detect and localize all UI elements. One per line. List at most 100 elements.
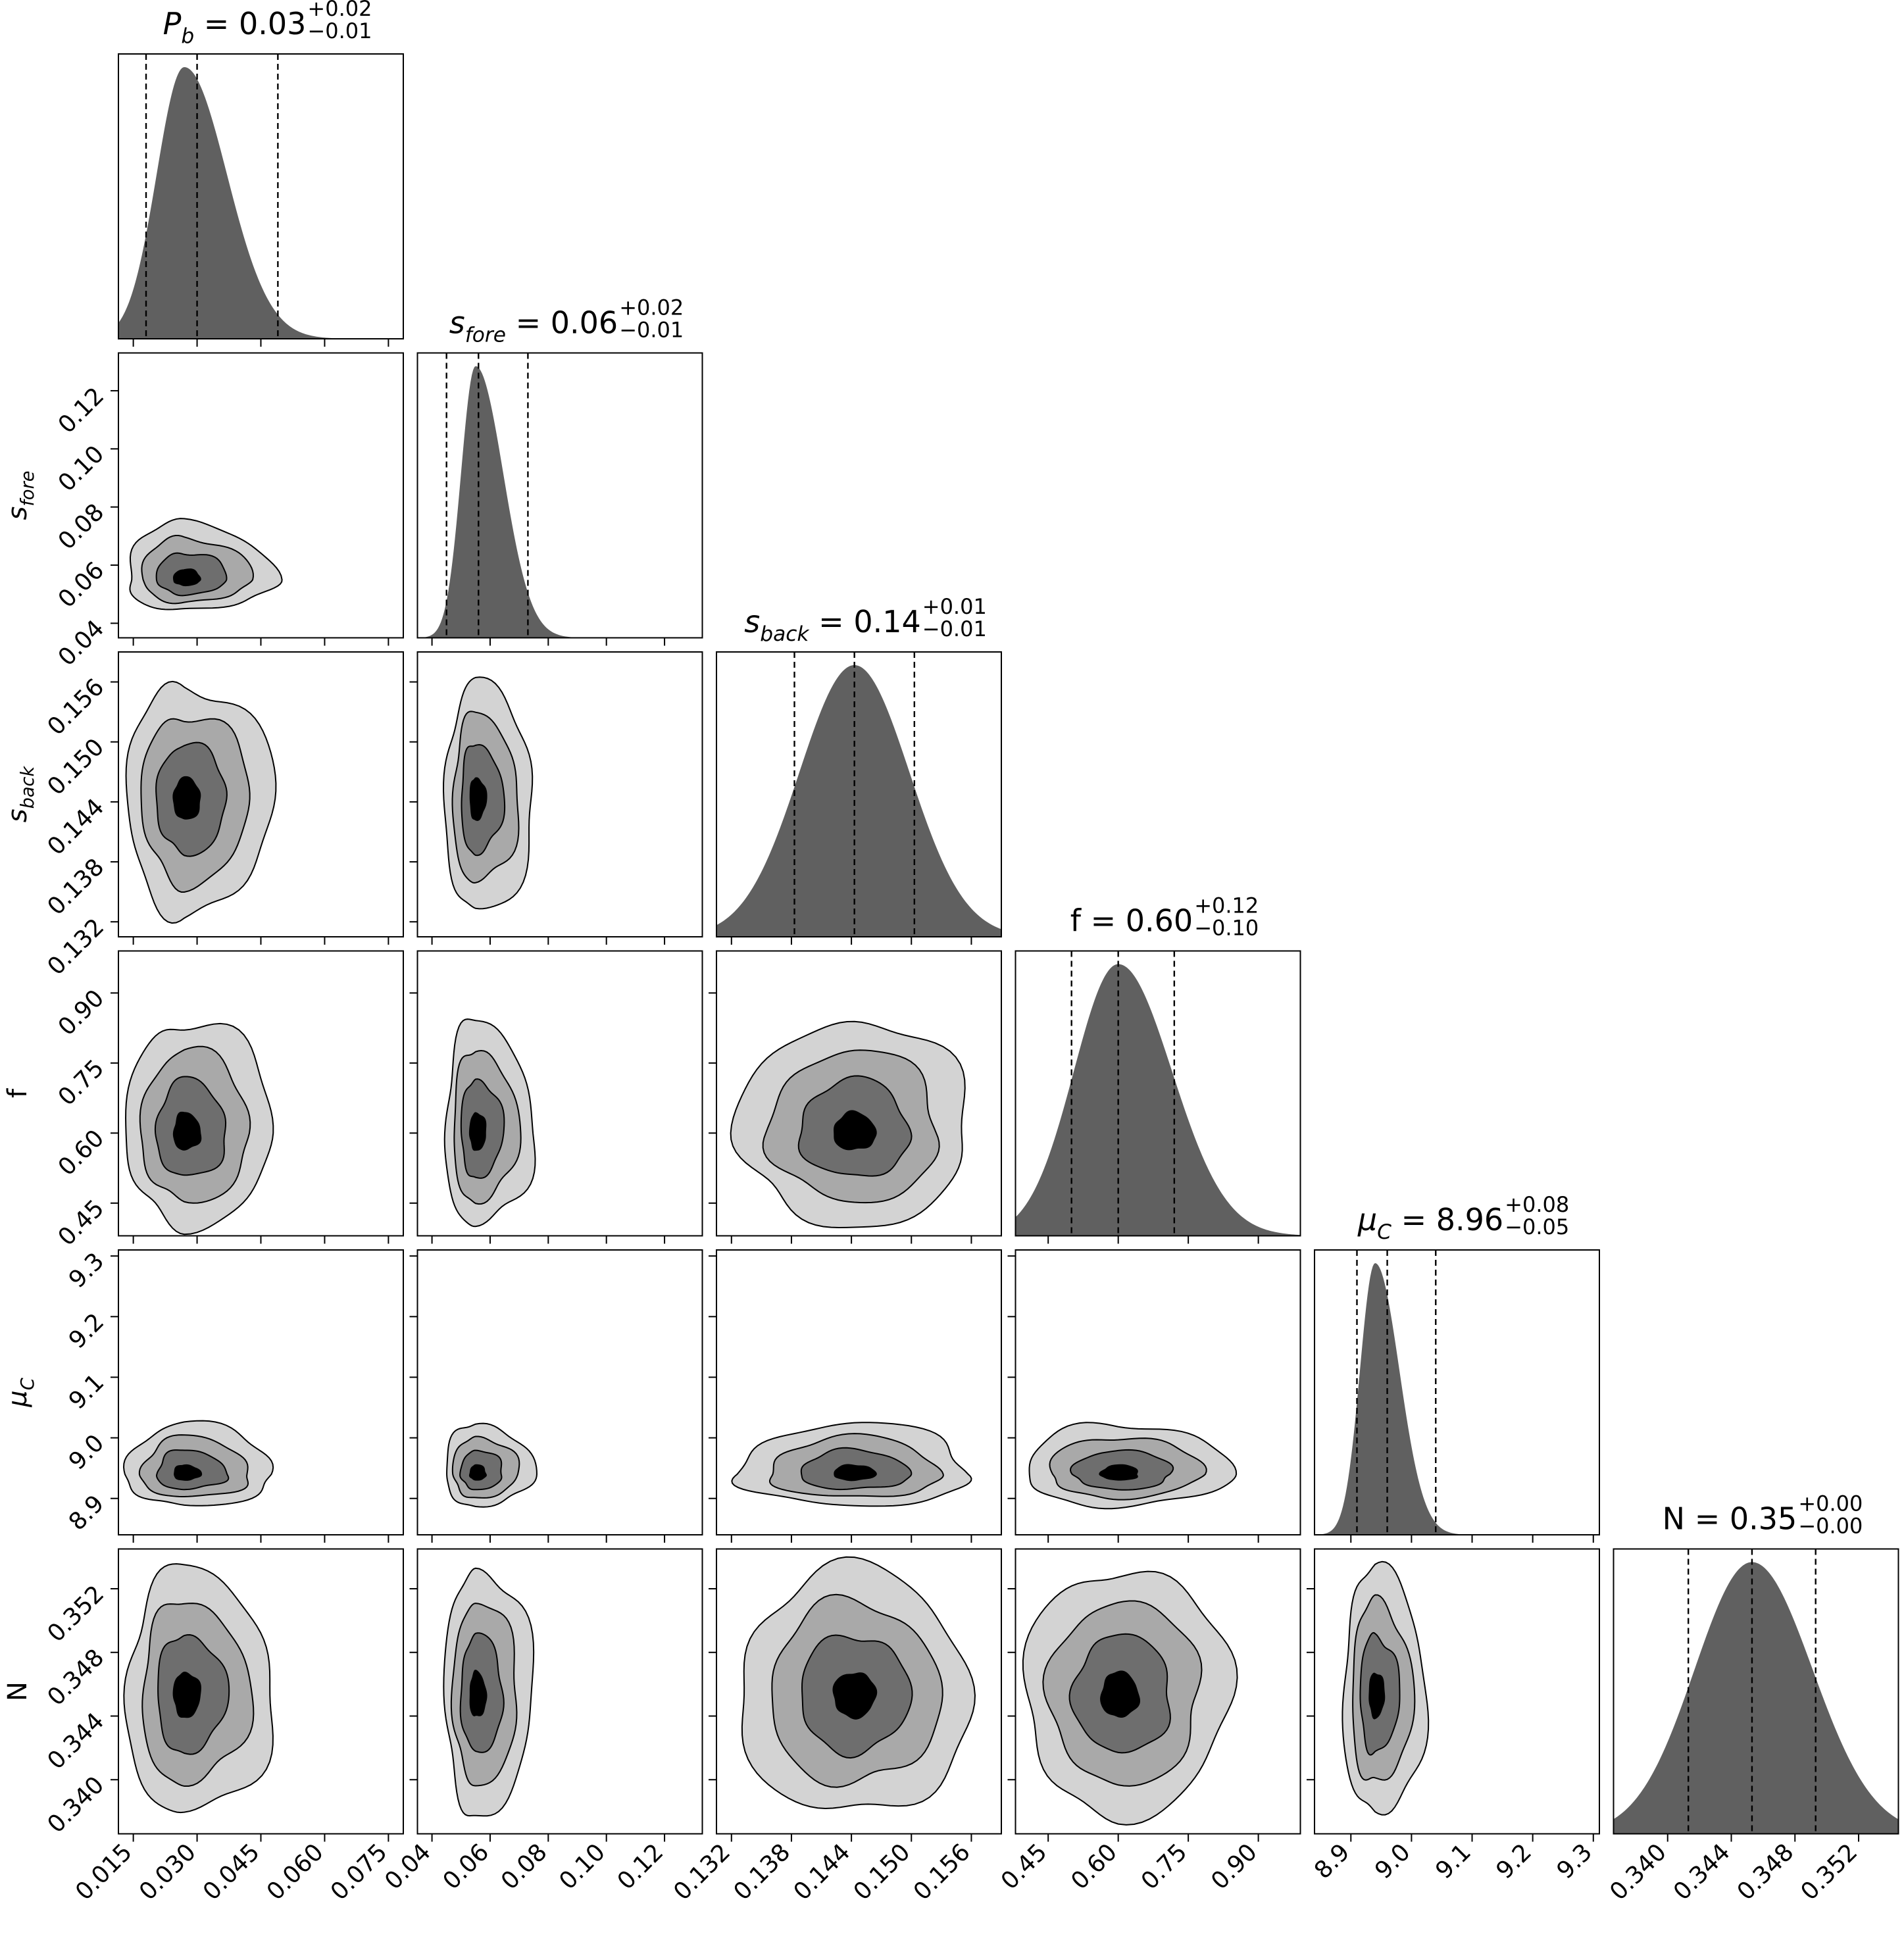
panel-frame [416,1548,703,1835]
y-tick-label-f: 0.60 [53,1125,110,1182]
title-Pb: Pb = 0.03 [163,6,307,48]
contour-level-4 [174,1464,203,1481]
panel-frame [416,352,703,639]
y-tick-label-N: 0.352 [42,1580,109,1647]
x-axis-label-sfore: sfore [536,1941,585,1944]
contour-panel-sback-f [709,950,1002,1244]
contour-panel-sfore-N: 0.04 0.06 0.08 0.10 0.12 [380,1548,703,1895]
contour-level-4 [172,1111,202,1151]
x-tick-label-sfore: 0.06 [438,1839,495,1895]
x-tick-label-sfore: 0.04 [380,1839,436,1895]
contour-panel-f-muC [1007,1249,1301,1543]
hist-panel-sback: sback = 0.14 +0.01−0.01 [716,594,1002,945]
y-axis-label-f: f [3,1088,33,1098]
x-tick-label-f: 0.45 [996,1839,1053,1895]
x-tick-label-muC: 9.3 [1552,1839,1597,1884]
contour-panel-sfore-sback [409,651,703,945]
contour-level-4 [1099,1464,1138,1481]
x-tick-label-sfore: 0.10 [554,1839,611,1895]
histogram-N [1613,1562,1899,1834]
contour-panel-Pb-sfore: 0.040.060.080.100.12 [53,352,404,672]
contour-panel-sfore-f [409,950,703,1244]
contour-level-4 [1368,1672,1386,1720]
y-tick-label-sfore: 0.08 [53,499,110,555]
panel-frame [1015,950,1301,1237]
title-minus-sback: −0.01 [922,616,987,641]
contour-panel-muC-N: 8.9 9.0 9.1 9.2 9.3 [1307,1548,1600,1884]
x-tick-label-sback: 0.132 [668,1839,736,1906]
title-sfore: sfore = 0.06 [449,305,618,347]
panel-frame [416,1249,703,1535]
y-tick-label-f: 0.90 [53,985,110,1041]
x-tick-label-muC: 8.9 [1309,1839,1355,1884]
contour-level-4 [834,1464,877,1482]
panel-frame [1613,1548,1899,1835]
contour-level-4 [468,1112,487,1151]
panel-frame [716,1249,1002,1535]
panel-frame [716,950,1002,1237]
title-minus-muC: −0.05 [1505,1214,1569,1239]
contour-level-4 [834,1110,877,1151]
y-tick-label-N: 0.348 [42,1644,109,1711]
y-tick-label-muC: 9.1 [64,1369,109,1414]
y-axis-label-N: N [3,1682,33,1701]
title-plus-Pb: +0.02 [307,0,372,21]
x-tick-label-N: 0.348 [1732,1839,1799,1906]
contour-level-4 [172,1672,201,1718]
y-tick-label-muC: 8.9 [64,1490,109,1535]
contour-level-4 [1100,1670,1141,1718]
x-tick-label-N: 0.340 [1605,1839,1672,1906]
title-plus-sfore: +0.02 [619,295,684,320]
y-axis-label-sfore: sfore [3,471,38,520]
title-minus-f: −0.10 [1194,916,1259,941]
title-plus-f: +0.12 [1194,893,1259,918]
contour-panel-f-N: 0.45 0.60 0.75 0.90 [996,1548,1301,1895]
contour-level-4 [469,777,488,821]
histogram-f [1015,964,1301,1236]
contour-level-4 [468,1464,487,1481]
contour-level-4 [469,1670,488,1716]
histogram-sfore [417,366,703,638]
title-N: N = 0.35 [1663,1501,1797,1537]
title-minus-sfore: −0.01 [619,318,684,343]
title-sback: sback = 0.14 [744,604,921,646]
hist-panel-sfore: sfore = 0.06 +0.02−0.01 [416,295,703,646]
y-tick-label-N: 0.344 [42,1708,109,1775]
y-tick-label-f: 0.75 [53,1055,110,1111]
x-tick-label-f: 0.75 [1136,1839,1193,1895]
x-tick-label-muC: 9.1 [1430,1839,1476,1884]
contour-panel-sfore-muC [409,1249,703,1543]
contour-level-4 [172,776,201,820]
panel-frame [1015,1548,1301,1835]
y-tick-label-muC: 9.2 [64,1308,109,1354]
y-tick-label-sfore: 0.06 [53,557,110,613]
contour-panel-Pb-f: 0.45 0.60 0.75 0.90 [53,950,404,1251]
x-tick-label-sback: 0.156 [909,1839,976,1906]
panel-frame [1015,1249,1301,1535]
y-tick-label-sback: 0.156 [42,674,109,741]
title-muC: μC = 8.96 [1357,1202,1503,1244]
x-tick-label-Pb: 0.075 [326,1839,393,1906]
x-tick-label-Pb: 0.015 [70,1839,138,1906]
x-tick-label-muC: 9.2 [1491,1839,1537,1884]
y-tick-label-sback: 0.138 [42,853,109,920]
y-tick-label-N: 0.340 [42,1772,109,1839]
y-tick-label-sfore: 0.12 [53,382,110,439]
histogram-Pb [118,67,403,339]
x-tick-label-sback: 0.138 [728,1839,795,1906]
x-tick-label-f: 0.60 [1066,1839,1122,1895]
contour-panel-Pb-muC: 8.9 9.0 9.1 9.2 9.3 [64,1248,404,1543]
title-f: f = 0.60 [1070,903,1193,939]
x-tick-label-Pb: 0.060 [262,1839,329,1906]
panel-frame [716,1548,1002,1835]
y-tick-label-sfore: 0.04 [53,615,110,672]
title-minus-N: −0.00 [1798,1514,1863,1539]
title-plus-sback: +0.01 [922,594,987,619]
x-tick-label-Pb: 0.045 [198,1839,265,1906]
y-axis-label-sback: sback [3,766,38,823]
histogram-sback [716,665,1001,937]
